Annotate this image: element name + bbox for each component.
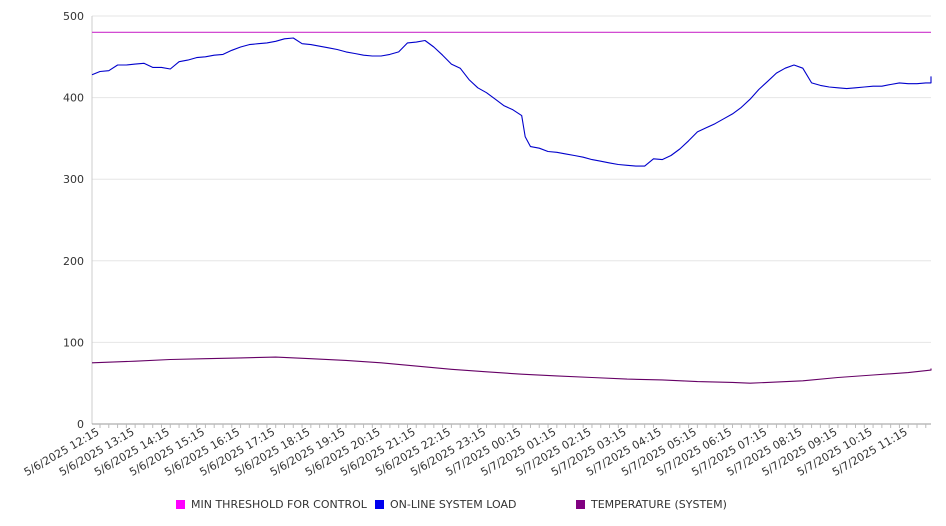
legend-swatch-temperature — [576, 500, 585, 509]
y-tick-label: 100 — [63, 336, 84, 349]
legend-item-system-load[interactable]: ON-LINE SYSTEM LOAD — [375, 498, 516, 511]
y-tick-label: 200 — [63, 255, 84, 268]
y-tick-label: 500 — [63, 10, 84, 23]
y-tick-label: 0 — [77, 418, 84, 431]
y-tick-label: 300 — [63, 173, 84, 186]
legend-item-threshold[interactable]: MIN THRESHOLD FOR CONTROL — [176, 498, 367, 511]
system-load-line — [91, 37, 932, 167]
legend-swatch-system-load — [375, 500, 384, 509]
legend-label-temperature: TEMPERATURE (SYSTEM) — [591, 498, 727, 511]
chart-legend: MIN THRESHOLD FOR CONTROL ON-LINE SYSTEM… — [0, 498, 946, 514]
legend-label-threshold: MIN THRESHOLD FOR CONTROL — [191, 498, 367, 511]
legend-item-temperature[interactable]: TEMPERATURE (SYSTEM) — [576, 498, 727, 511]
y-tick-label: 400 — [63, 92, 84, 105]
legend-label-system-load: ON-LINE SYSTEM LOAD — [390, 498, 517, 511]
legend-swatch-threshold — [176, 500, 185, 509]
temperature-line — [91, 356, 932, 384]
